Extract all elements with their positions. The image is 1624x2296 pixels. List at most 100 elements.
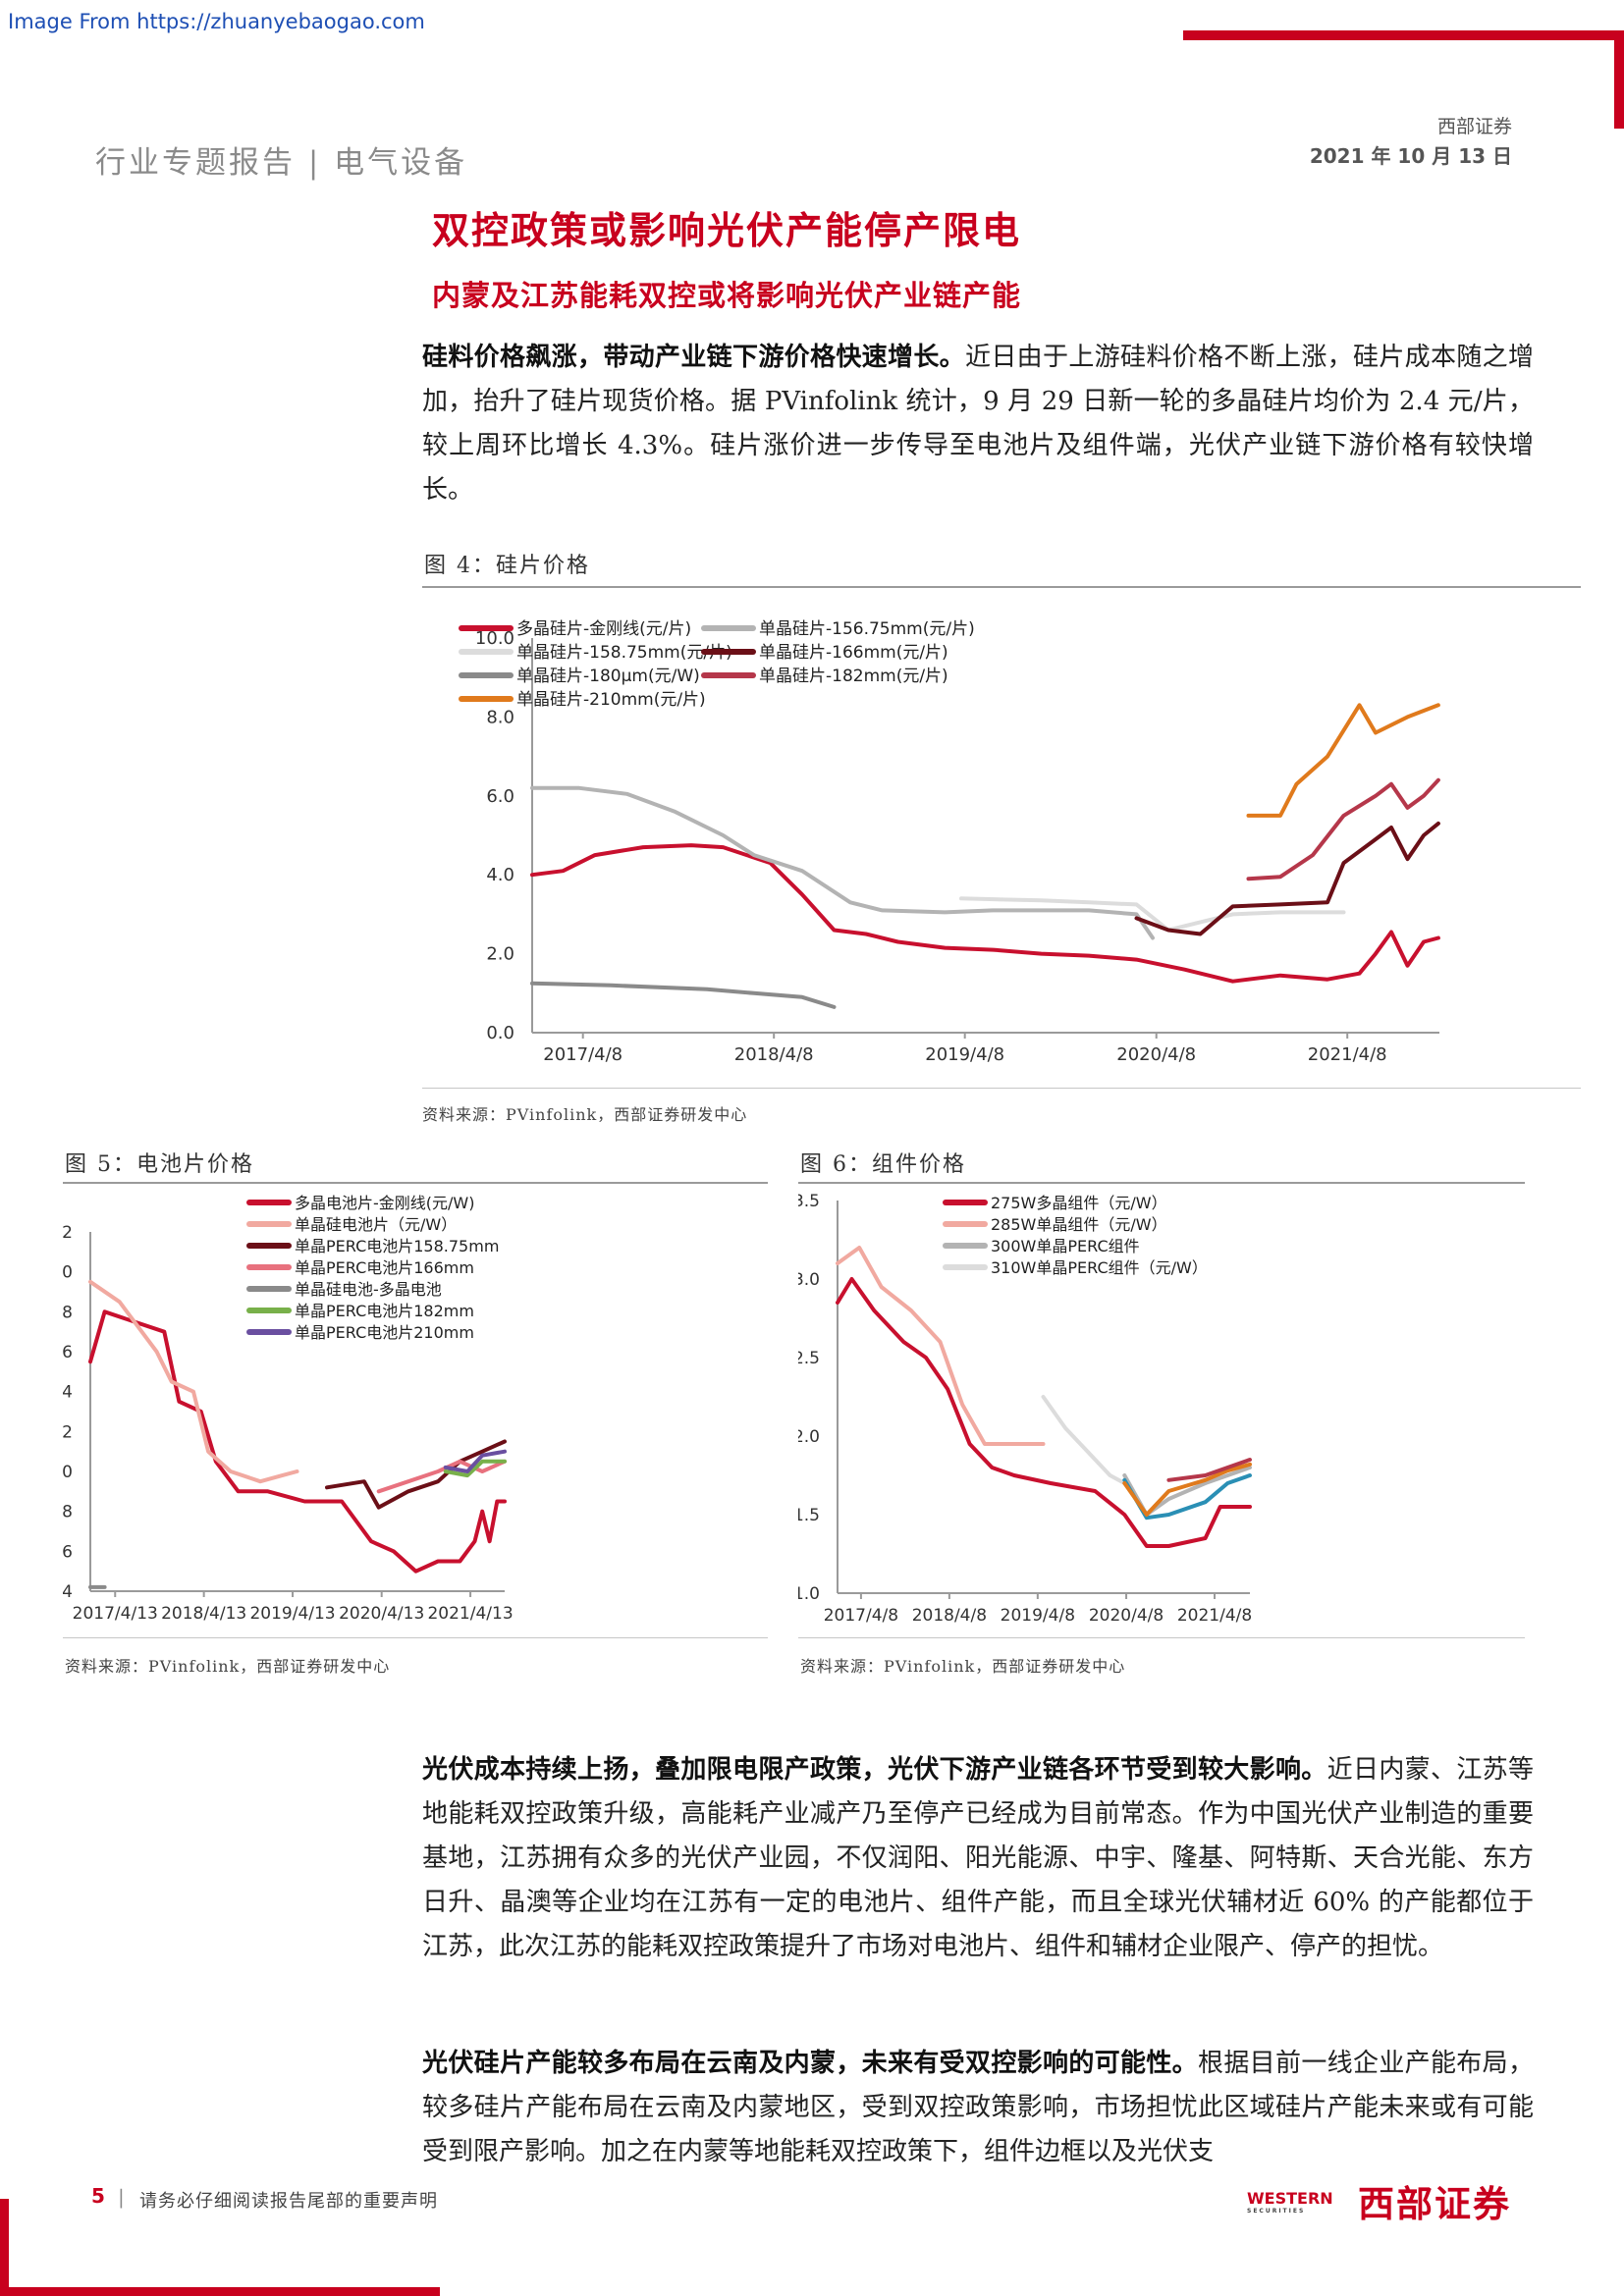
y-tick-label: 4.0 — [486, 865, 514, 885]
x-tick-label: 2019/4/8 — [1001, 1606, 1075, 1626]
legend-label: 多晶硅片-金刚线(元/片) — [516, 619, 691, 639]
y-tick-label: 2.0 — [486, 944, 514, 965]
y-tick-label: 1.4 — [63, 1383, 73, 1403]
x-tick-label: 2017/4/13 — [73, 1604, 158, 1624]
y-tick-label: 6.0 — [486, 786, 514, 807]
x-tick-label: 2018/4/8 — [912, 1606, 987, 1626]
fig4-series-4-line — [530, 981, 837, 1009]
section-subtitle: 内蒙及江苏能耗双控或将影响光伏产业链产能 — [432, 279, 1022, 312]
x-tick-label: 2021/4/8 — [1177, 1606, 1252, 1626]
fig6-chart: 1.0 1.5 2.0 2.5 3.0 3.5 2017/4/8 2018/4/8 2019/4… — [798, 1192, 1252, 1626]
top-accent-rule-vertical — [1614, 30, 1624, 129]
footer-disclaimer: 请务必仔细阅读报告尾部的重要声明 — [139, 2191, 438, 2212]
fig6-series-0-line — [836, 1277, 1252, 1548]
legend-label: 单晶PERC电池片158.75mm — [295, 1237, 499, 1255]
fig5-series-1-line — [88, 1279, 299, 1484]
report-category: 行业专题报告 | 电气设备 — [95, 145, 468, 181]
y-tick-label: 0.0 — [486, 1023, 514, 1043]
x-tick-label: 2020/4/8 — [1116, 1044, 1196, 1065]
y-tick-label: 1.2 — [63, 1422, 73, 1442]
paragraph-lead: 光伏硅片产能较多布局在云南及内蒙，未来有受双控影响的可能性。 — [422, 2049, 1198, 2078]
y-tick-label: 1.0 — [63, 1463, 73, 1482]
company-logo-en: WESTERN SECURITIES — [1247, 2189, 1333, 2215]
bottom-accent-rule-vertical — [0, 2199, 9, 2296]
header-company: 西部证券 — [1436, 116, 1512, 137]
fig4-source: 资料来源：PVinfolink，西部证券研发中心 — [422, 1105, 748, 1124]
legend-label: 单晶硅片-180μm(元/W) — [516, 667, 700, 686]
fig4-series-0-line — [530, 843, 1440, 984]
y-tick-label: 2.0 — [798, 1427, 820, 1447]
x-tick-label: 2018/4/8 — [734, 1044, 814, 1065]
fig4-chart: 0.0 2.0 4.0 6.0 8.0 10.0 2017/4/8 2018/4/8 2019/… — [459, 619, 1440, 1065]
y-tick-label: 1.8 — [63, 1303, 73, 1322]
legend-label: 单晶硅片-156.75mm(元/片) — [759, 619, 975, 639]
fig6-source: 资料来源：PVinfolink，西部证券研发中心 — [800, 1657, 1126, 1676]
paragraph-body: 近日由于上游硅料价格不断上涨，硅片成本随之增加，抬升了硅片现货价格。据 PVin… — [422, 343, 1534, 505]
legend-label: 285W单晶组件（元/W） — [991, 1215, 1167, 1234]
legend-label: 单晶PERC电池片182mm — [295, 1302, 474, 1320]
footer-separator: | — [118, 2185, 125, 2209]
logo-en-text: WESTERN — [1247, 2189, 1333, 2208]
fig5-bottom-rule — [63, 1637, 768, 1638]
legend-label: 单晶PERC电池片210mm — [295, 1323, 474, 1342]
y-tick-label: 0.4 — [63, 1582, 73, 1602]
section-title: 双控政策或影响光伏产能停产限电 — [432, 208, 1022, 252]
y-tick-label: 3.5 — [798, 1192, 820, 1211]
y-tick-label: 1.0 — [798, 1584, 820, 1604]
fig4-series-5-line — [1246, 777, 1440, 881]
y-tick-label: 2.0 — [63, 1263, 73, 1283]
fig5-chart: 0.40.60.81.01.21.41.61.82.02.22017/4/132… — [63, 1194, 514, 1624]
bottom-accent-rule — [0, 2287, 440, 2296]
fig6-bottom-rule — [798, 1637, 1525, 1638]
fig4-bottom-rule — [422, 1088, 1581, 1089]
fig6-series-6-line — [1166, 1458, 1252, 1482]
y-tick-label: 0.8 — [63, 1503, 73, 1522]
y-tick-label: 2.5 — [798, 1349, 820, 1368]
header-date: 2021 年 10 月 13 日 — [1309, 144, 1512, 168]
legend-label: 单晶硅电池-多晶电池 — [295, 1280, 442, 1299]
fig4-series-6-line — [1246, 703, 1440, 818]
x-tick-label: 2017/4/8 — [824, 1606, 898, 1626]
fig6-caption: 图 6：组件价格 — [800, 1152, 966, 1177]
legend-label: 单晶硅片-182mm(元/片) — [759, 667, 948, 686]
legend-label: 单晶硅片-158.75mm(元/片) — [516, 643, 732, 663]
paragraph-wafer-capacity: 光伏硅片产能较多布局在云南及内蒙，未来有受双控影响的可能性。根据目前一线企业产能… — [422, 2042, 1534, 2174]
fig5-series-2-line — [325, 1439, 507, 1510]
fig5-caption: 图 5：电池片价格 — [65, 1152, 254, 1177]
legend-label: 275W多晶组件（元/W） — [991, 1194, 1167, 1212]
company-logo-cn: 西部证券 — [1358, 2183, 1511, 2225]
x-tick-label: 2017/4/8 — [543, 1044, 623, 1065]
fig5-source: 资料来源：PVinfolink，西部证券研发中心 — [65, 1657, 391, 1676]
x-tick-label: 2018/4/13 — [161, 1604, 246, 1624]
x-tick-label: 2019/4/8 — [925, 1044, 1004, 1065]
fig5-series-6-line — [443, 1449, 507, 1473]
x-tick-label: 2021/4/13 — [427, 1604, 513, 1624]
fig6-series-5-line — [1122, 1462, 1252, 1517]
fig6-series-3-line — [1041, 1395, 1127, 1485]
y-tick-label: 1.6 — [63, 1343, 73, 1362]
paragraph-body: 近日内蒙、江苏等地能耗双控政策升级，高能耗产业减产乃至停产已经成为目前常态。作为… — [422, 1755, 1534, 1961]
legend-label: 300W单晶PERC组件 — [991, 1237, 1140, 1255]
y-tick-label: 10.0 — [475, 628, 514, 649]
legend-label: 多晶电池片-金刚线(元/W) — [295, 1194, 474, 1212]
y-tick-label: 3.0 — [798, 1270, 820, 1290]
top-accent-rule — [1183, 30, 1624, 40]
fig4-caption: 图 4：硅片价格 — [424, 554, 590, 578]
fig4-top-rule — [422, 586, 1581, 588]
legend-label: 单晶硅片-210mm(元/片) — [516, 690, 706, 710]
fig5-top-rule — [63, 1182, 768, 1184]
paragraph-silicon-price: 硅料价格飙涨，带动产业链下游价格快速增长。近日由于上游硅料价格不断上涨，硅片成本… — [422, 336, 1534, 512]
fig5-series-5-line — [443, 1459, 507, 1478]
logo-en-sub: SECURITIES — [1247, 2208, 1306, 2215]
fig5-series-0-line — [88, 1309, 507, 1574]
legend-label: 单晶硅电池片（元/W） — [295, 1215, 457, 1234]
y-tick-label: 2.2 — [63, 1223, 73, 1243]
y-tick-label: 1.5 — [798, 1506, 820, 1525]
legend-label: 单晶硅片-166mm(元/片) — [759, 643, 948, 663]
fig6-series-1-line — [836, 1246, 1046, 1446]
paragraph-body: 根据目前一线企业产能布局，较多硅片产能布局在云南及内蒙地区，受到双控政策影响，市… — [422, 2049, 1534, 2166]
legend-label: 310W单晶PERC组件（元/W） — [991, 1258, 1208, 1277]
x-tick-label: 2020/4/13 — [339, 1604, 424, 1624]
source-url[interactable]: Image From https://zhuanyebaogao.com — [8, 10, 425, 33]
y-tick-label: 0.6 — [63, 1542, 73, 1562]
